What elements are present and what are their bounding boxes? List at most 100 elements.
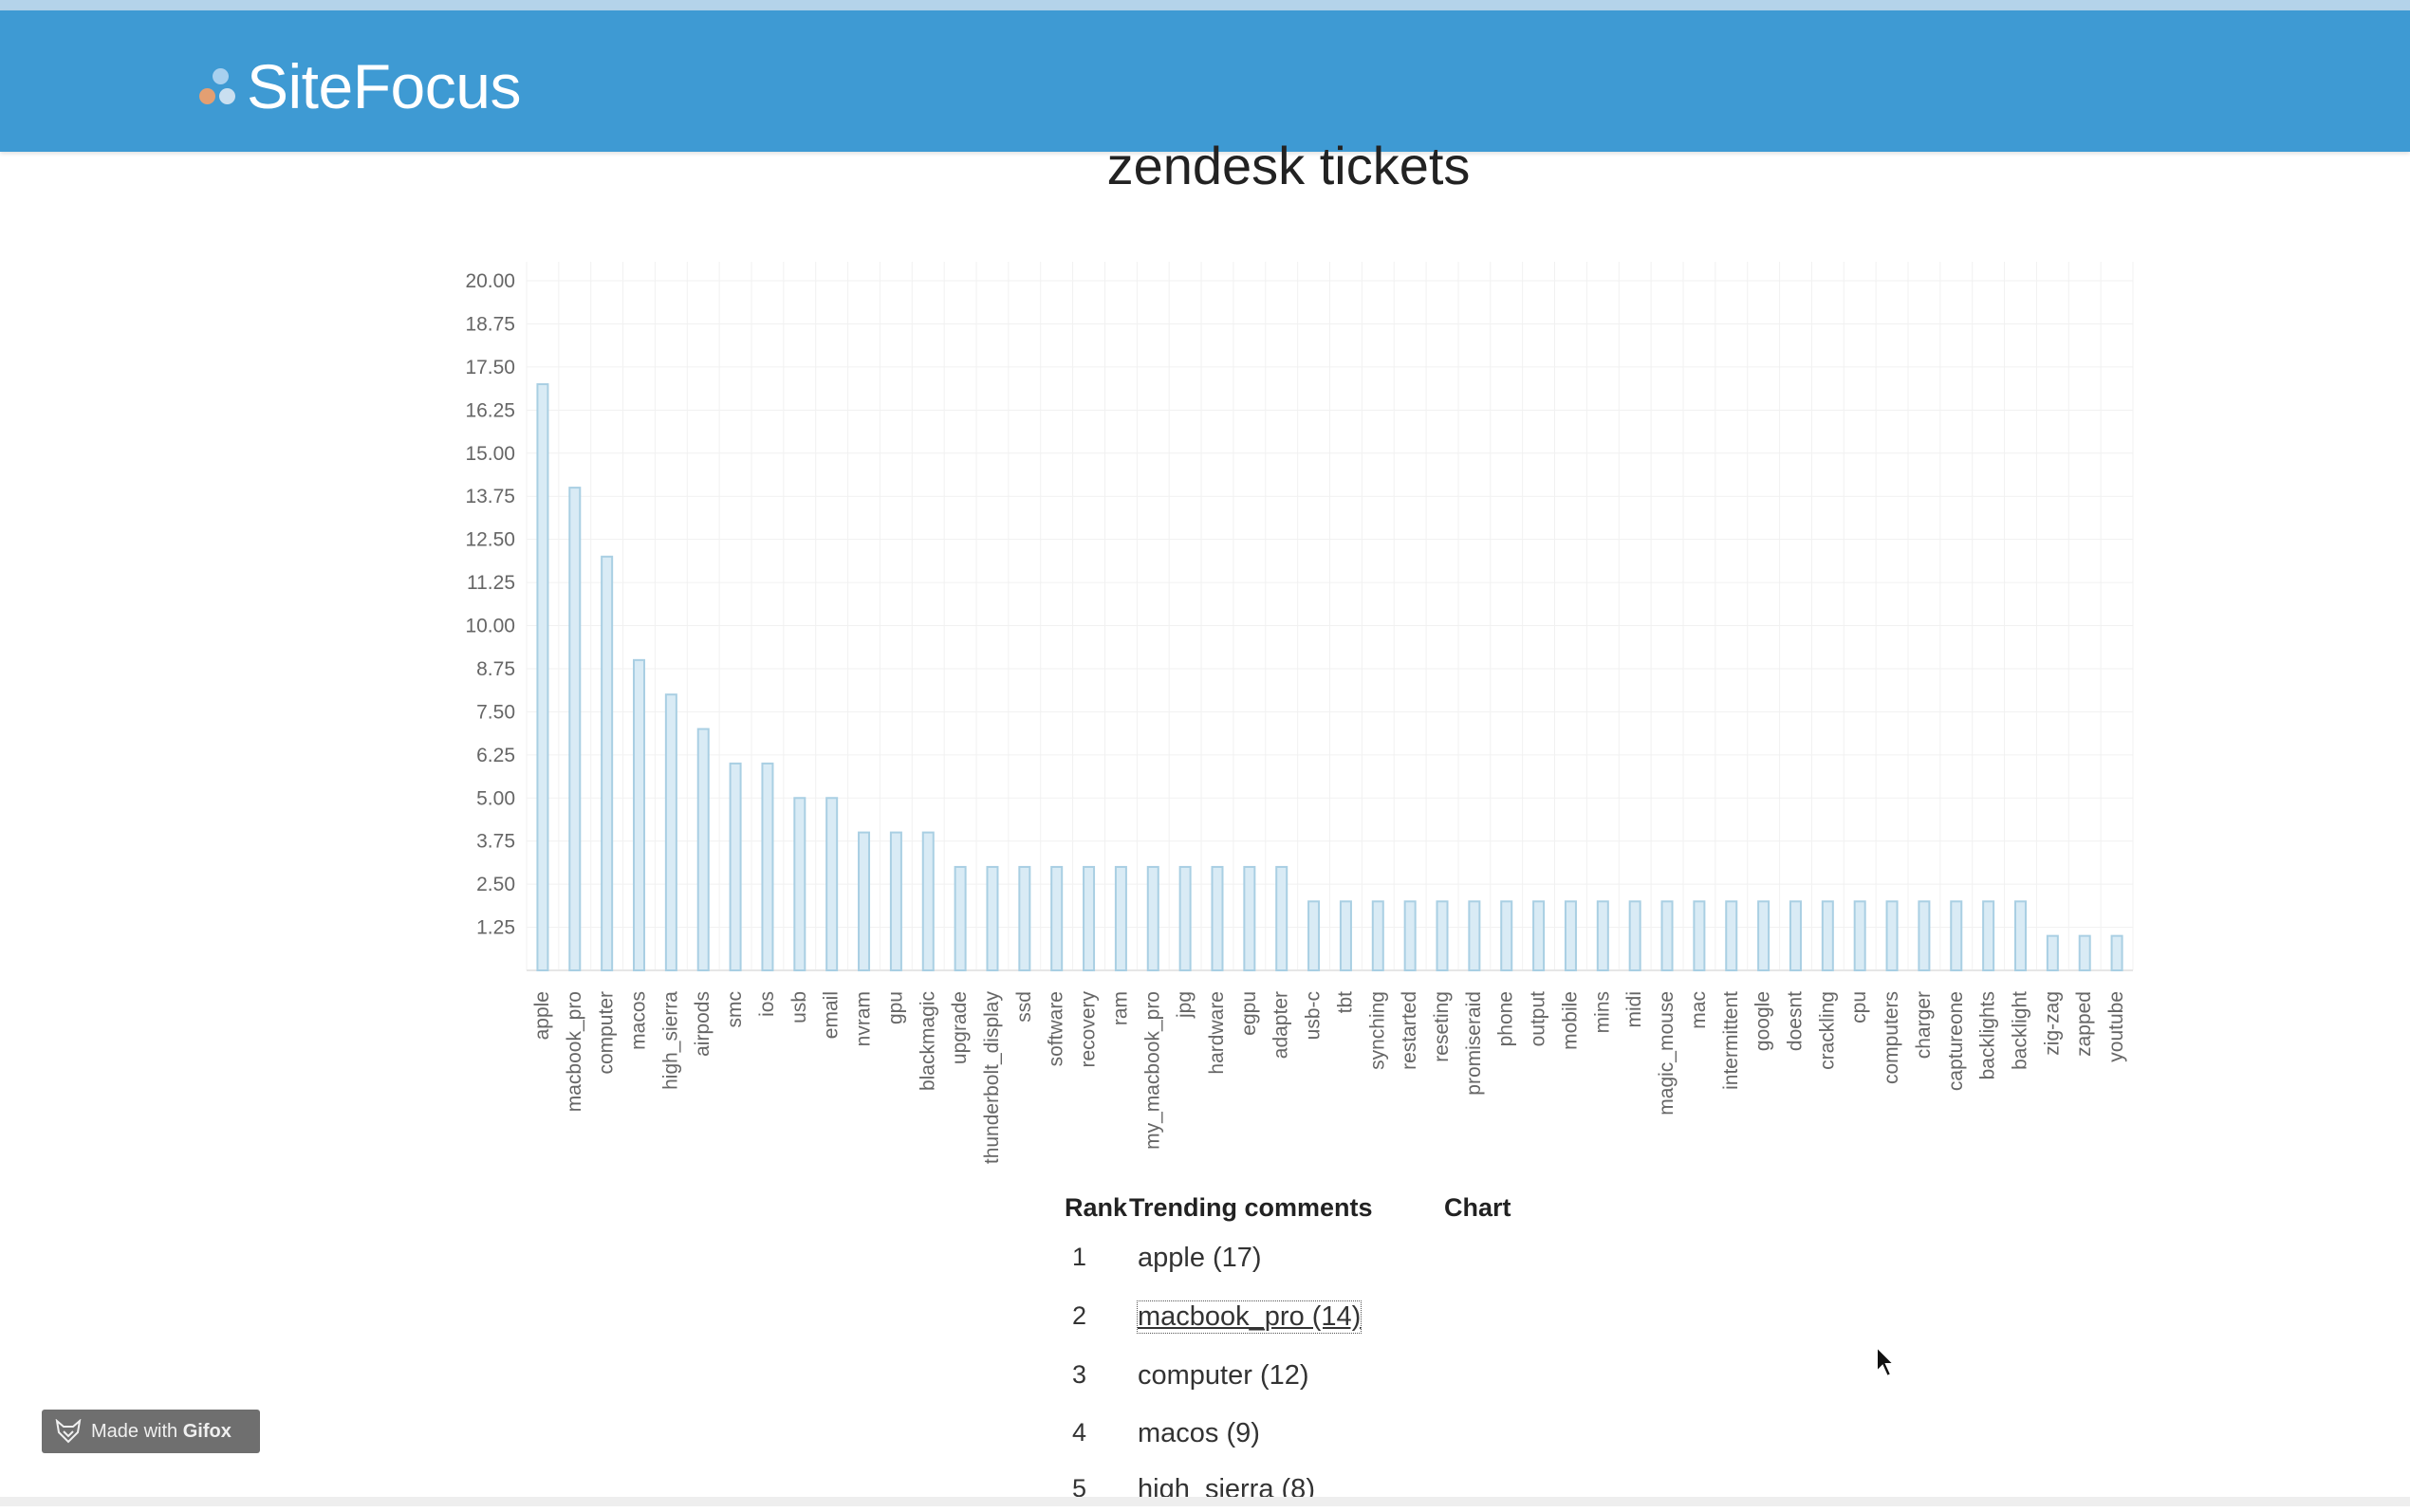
bar-backlight <box>2013 900 2027 971</box>
y-tick-label: 7.50 <box>476 701 515 723</box>
y-tick-label: 17.50 <box>465 357 515 378</box>
site-logo[interactable]: SiteFocus <box>197 39 521 134</box>
x-tick-label: reseting <box>1431 991 1453 1062</box>
bar-smc <box>729 762 742 972</box>
page-title: zendesk tickets <box>1106 136 1471 195</box>
bar-promiseraid <box>1468 900 1481 971</box>
bar-adapter <box>1275 865 1288 972</box>
x-tick-label: charger <box>1913 991 1935 1059</box>
y-tick-label: 2.50 <box>476 874 515 895</box>
x-tick-label: computers <box>1881 991 1902 1084</box>
bar-my_macbook_pro <box>1146 865 1159 972</box>
bar-tbt <box>1339 900 1352 971</box>
bar-ssd <box>1018 865 1031 972</box>
bar-intermittent <box>1725 900 1738 971</box>
bar-zig-zag <box>2046 934 2059 972</box>
badge-brand: Gifox <box>182 1420 232 1442</box>
y-tick-label: 18.75 <box>465 313 515 335</box>
logo-mark-icon <box>197 63 243 110</box>
bar-email <box>825 797 839 971</box>
bar-synching <box>1371 900 1384 971</box>
x-tick-label: magic_mouse <box>1656 991 1678 1116</box>
y-tick-label: 1.25 <box>476 917 515 939</box>
bar-cpu <box>1853 900 1866 971</box>
x-tick-label: mobile <box>1559 991 1581 1050</box>
y-tick-label: 12.50 <box>465 529 515 551</box>
x-tick-label: cpu <box>1848 991 1870 1023</box>
x-tick-label: promiseraid <box>1463 991 1485 1096</box>
x-tick-label: phone <box>1495 991 1517 1046</box>
bar-mobile <box>1564 900 1577 971</box>
bar-apple <box>536 383 549 971</box>
y-tick-label: 20.00 <box>465 270 515 292</box>
bar-high_sierra <box>664 693 677 971</box>
bar-restarted <box>1403 900 1417 971</box>
x-tick-label: upgrade <box>949 991 971 1064</box>
bar-macos <box>633 658 646 971</box>
trending-term-link[interactable]: macbook_pro (14) <box>1136 1300 1363 1334</box>
x-tick-label: hardware <box>1206 991 1228 1075</box>
bar-software <box>1050 865 1064 972</box>
trending-term-link[interactable]: macos (9) <box>1138 1418 1260 1448</box>
y-tick-label: 15.00 <box>465 443 515 465</box>
bottom-strip <box>0 1497 2410 1506</box>
column-header-rank: Rank <box>1065 1193 1128 1222</box>
x-tick-label: my_macbook_pro <box>1141 991 1163 1150</box>
x-tick-label: mac <box>1688 991 1710 1029</box>
badge-prefix: Made with <box>91 1420 178 1442</box>
x-tick-label: mins <box>1591 991 1613 1033</box>
y-tick-label: 3.75 <box>476 831 515 853</box>
x-axis-ticks: apple macbook_pro computer macos high_sierra… <box>531 991 2127 1165</box>
x-tick-label: computer <box>596 991 618 1075</box>
bar-recovery <box>1083 865 1096 972</box>
row-rank: 2 <box>1072 1301 1087 1330</box>
table-row: 4 macos (9) <box>1061 1418 1630 1456</box>
bar-charger <box>1918 900 1931 971</box>
trending-term-link[interactable]: apple (17) <box>1138 1243 1262 1273</box>
x-tick-label: adapter <box>1270 991 1292 1059</box>
x-tick-label: zapped <box>2073 991 2095 1057</box>
bar-crackling <box>1821 900 1834 971</box>
y-axis-ticks: 20.00 18.75 17.50 16.25 15.00 13.75 12.50 11.25… <box>465 270 515 939</box>
bar-captureone <box>1950 900 1963 971</box>
x-tick-label: jpg <box>1174 991 1196 1019</box>
table-row: 3 computer (12) <box>1061 1360 1630 1398</box>
bar-egpu <box>1243 865 1256 972</box>
bar-phone <box>1500 900 1513 971</box>
bar-blackmagic <box>921 831 935 971</box>
table-row: 1 apple (17) <box>1061 1243 1630 1281</box>
bar-computer <box>601 555 614 971</box>
x-tick-label: doesnt <box>1784 991 1806 1051</box>
row-rank: 1 <box>1072 1243 1087 1271</box>
bar-doesnt <box>1789 900 1802 971</box>
x-tick-label: crackling <box>1816 991 1838 1070</box>
x-tick-label: macos <box>628 991 650 1050</box>
chart-bars <box>536 383 2123 972</box>
bar-ios <box>761 762 774 972</box>
bar-macbook_pro <box>568 487 582 971</box>
x-tick-label: apple <box>531 991 553 1040</box>
bar-thunderbolt_display <box>986 865 999 972</box>
x-tick-label: captureone <box>1945 991 1967 1091</box>
trending-term-link[interactable]: computer (12) <box>1138 1360 1309 1391</box>
x-tick-label: ssd <box>1013 991 1035 1023</box>
x-tick-label: midi <box>1623 991 1645 1028</box>
x-tick-label: output <box>1528 991 1549 1047</box>
bar-reseting <box>1436 900 1449 971</box>
x-tick-label: airpods <box>692 991 714 1057</box>
y-tick-label: 6.25 <box>476 745 515 766</box>
x-tick-label: high_sierra <box>659 991 681 1090</box>
x-tick-label: usb <box>788 991 810 1023</box>
x-tick-label: ram <box>1109 991 1131 1025</box>
bar-zapped <box>2078 934 2091 972</box>
y-tick-label: 11.25 <box>467 572 515 594</box>
bar-youtube <box>2110 934 2123 972</box>
bar-airpods <box>696 728 710 971</box>
site-header: SiteFocus <box>0 10 2410 152</box>
fox-icon <box>55 1419 82 1444</box>
x-tick-label: gpu <box>884 991 906 1024</box>
bar-jpg <box>1178 865 1192 972</box>
row-rank: 4 <box>1072 1418 1087 1447</box>
x-tick-label: intermittent <box>1720 991 1742 1090</box>
table-row: 2 macbook_pro (14) <box>1061 1300 1630 1339</box>
